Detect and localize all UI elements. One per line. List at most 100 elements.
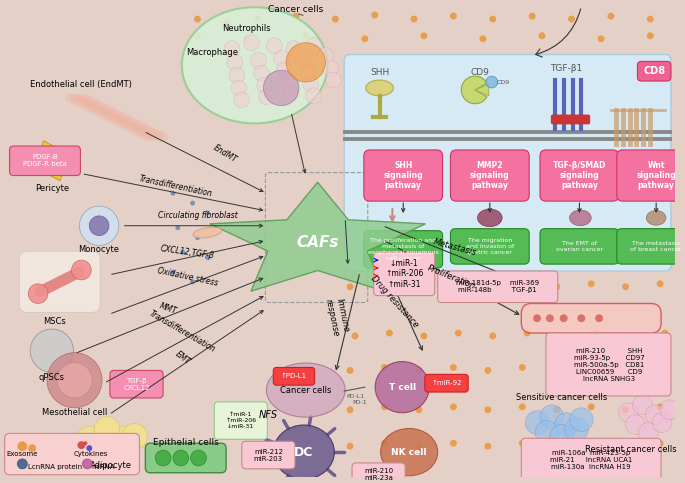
Text: Adipocyte: Adipocyte (90, 461, 132, 470)
Circle shape (538, 190, 545, 197)
Circle shape (519, 440, 526, 447)
Circle shape (555, 413, 578, 436)
FancyBboxPatch shape (10, 146, 80, 175)
Circle shape (622, 284, 629, 290)
Circle shape (568, 187, 575, 194)
Circle shape (103, 436, 129, 462)
Circle shape (205, 255, 210, 260)
FancyBboxPatch shape (425, 374, 468, 392)
Text: TGF-β1: TGF-β1 (551, 64, 583, 73)
Circle shape (647, 15, 653, 23)
Circle shape (519, 280, 526, 287)
Circle shape (381, 403, 388, 410)
Circle shape (95, 420, 120, 445)
Circle shape (569, 408, 593, 431)
Circle shape (632, 395, 652, 415)
Circle shape (560, 314, 568, 322)
Text: PD-1: PD-1 (353, 400, 367, 405)
Circle shape (484, 284, 491, 290)
Text: Mesothelial cell: Mesothelial cell (42, 408, 107, 417)
Text: The migration
and invasion of
gastric cancer: The migration and invasion of gastric ca… (466, 238, 514, 255)
Circle shape (95, 417, 120, 442)
Text: Cancer cells: Cancer cells (269, 5, 323, 14)
Circle shape (171, 191, 175, 196)
Circle shape (386, 246, 393, 253)
Circle shape (381, 280, 388, 287)
Circle shape (253, 65, 269, 81)
FancyBboxPatch shape (145, 443, 226, 473)
Text: NFS: NFS (259, 410, 278, 420)
Text: EMT: EMT (173, 349, 192, 366)
Circle shape (296, 53, 312, 68)
Text: MMT: MMT (158, 301, 178, 316)
Circle shape (276, 62, 292, 78)
FancyBboxPatch shape (540, 150, 619, 201)
Circle shape (660, 400, 680, 420)
FancyBboxPatch shape (5, 433, 140, 475)
Text: Transdifferentiation: Transdifferentiation (138, 174, 213, 199)
Circle shape (622, 406, 629, 413)
Circle shape (642, 154, 649, 160)
Circle shape (603, 190, 610, 197)
Circle shape (524, 154, 531, 160)
Text: ↑miR-1
↑miR-206
↓miR-31: ↑miR-1 ↑miR-206 ↓miR-31 (225, 412, 256, 429)
Circle shape (464, 154, 472, 160)
Text: CD9: CD9 (471, 68, 489, 77)
Circle shape (588, 364, 595, 371)
FancyBboxPatch shape (546, 333, 671, 396)
Circle shape (89, 216, 109, 236)
Circle shape (540, 405, 564, 428)
Text: NK cell: NK cell (391, 448, 427, 456)
Ellipse shape (366, 80, 393, 96)
Circle shape (224, 41, 240, 57)
Polygon shape (475, 84, 489, 96)
Circle shape (657, 403, 664, 410)
Circle shape (223, 19, 230, 27)
Circle shape (194, 15, 201, 23)
Text: ↑miR-92: ↑miR-92 (432, 380, 462, 386)
Circle shape (386, 329, 393, 337)
Circle shape (332, 15, 339, 23)
Circle shape (347, 443, 353, 450)
Circle shape (495, 157, 501, 164)
Circle shape (622, 367, 629, 374)
Circle shape (647, 32, 653, 39)
Wedge shape (461, 76, 487, 104)
Text: MSCs: MSCs (43, 317, 66, 326)
Circle shape (450, 403, 457, 410)
Circle shape (280, 74, 296, 90)
Text: CAFs: CAFs (297, 235, 339, 250)
Circle shape (47, 353, 102, 408)
Circle shape (484, 406, 491, 413)
Circle shape (519, 364, 526, 371)
Text: miR-210          SHH
miR-93-5p       CD97
miR-500a-5p   CD81
LINC00659      CD9
: miR-210 SHH miR-93-5p CD97 miR-500a-5p C… (573, 347, 645, 382)
Circle shape (292, 13, 299, 19)
Text: Wnt
signaling
pathway: Wnt signaling pathway (636, 161, 676, 190)
Circle shape (577, 314, 585, 322)
Circle shape (258, 89, 274, 105)
Text: DC: DC (294, 446, 314, 458)
Circle shape (282, 86, 298, 102)
Circle shape (244, 35, 260, 51)
Circle shape (300, 64, 316, 80)
Circle shape (205, 211, 210, 215)
Circle shape (175, 225, 180, 230)
Circle shape (416, 406, 423, 413)
Text: PDGF-B
PDGF-R beta: PDGF-B PDGF-R beta (23, 154, 67, 167)
Circle shape (657, 364, 664, 371)
Text: Neutrophils: Neutrophils (223, 25, 271, 33)
Circle shape (17, 441, 27, 451)
Circle shape (84, 441, 87, 445)
Text: CD8: CD8 (643, 66, 665, 76)
Circle shape (229, 67, 245, 83)
Circle shape (667, 157, 673, 164)
Circle shape (251, 53, 266, 68)
Circle shape (173, 450, 188, 466)
Text: Epithelial cells: Epithelial cells (153, 438, 219, 447)
Circle shape (381, 364, 388, 371)
FancyBboxPatch shape (521, 303, 661, 333)
Circle shape (421, 249, 427, 256)
Text: Pericyte: Pericyte (35, 184, 69, 193)
Text: PD-L1: PD-L1 (346, 395, 364, 399)
Circle shape (28, 444, 36, 452)
